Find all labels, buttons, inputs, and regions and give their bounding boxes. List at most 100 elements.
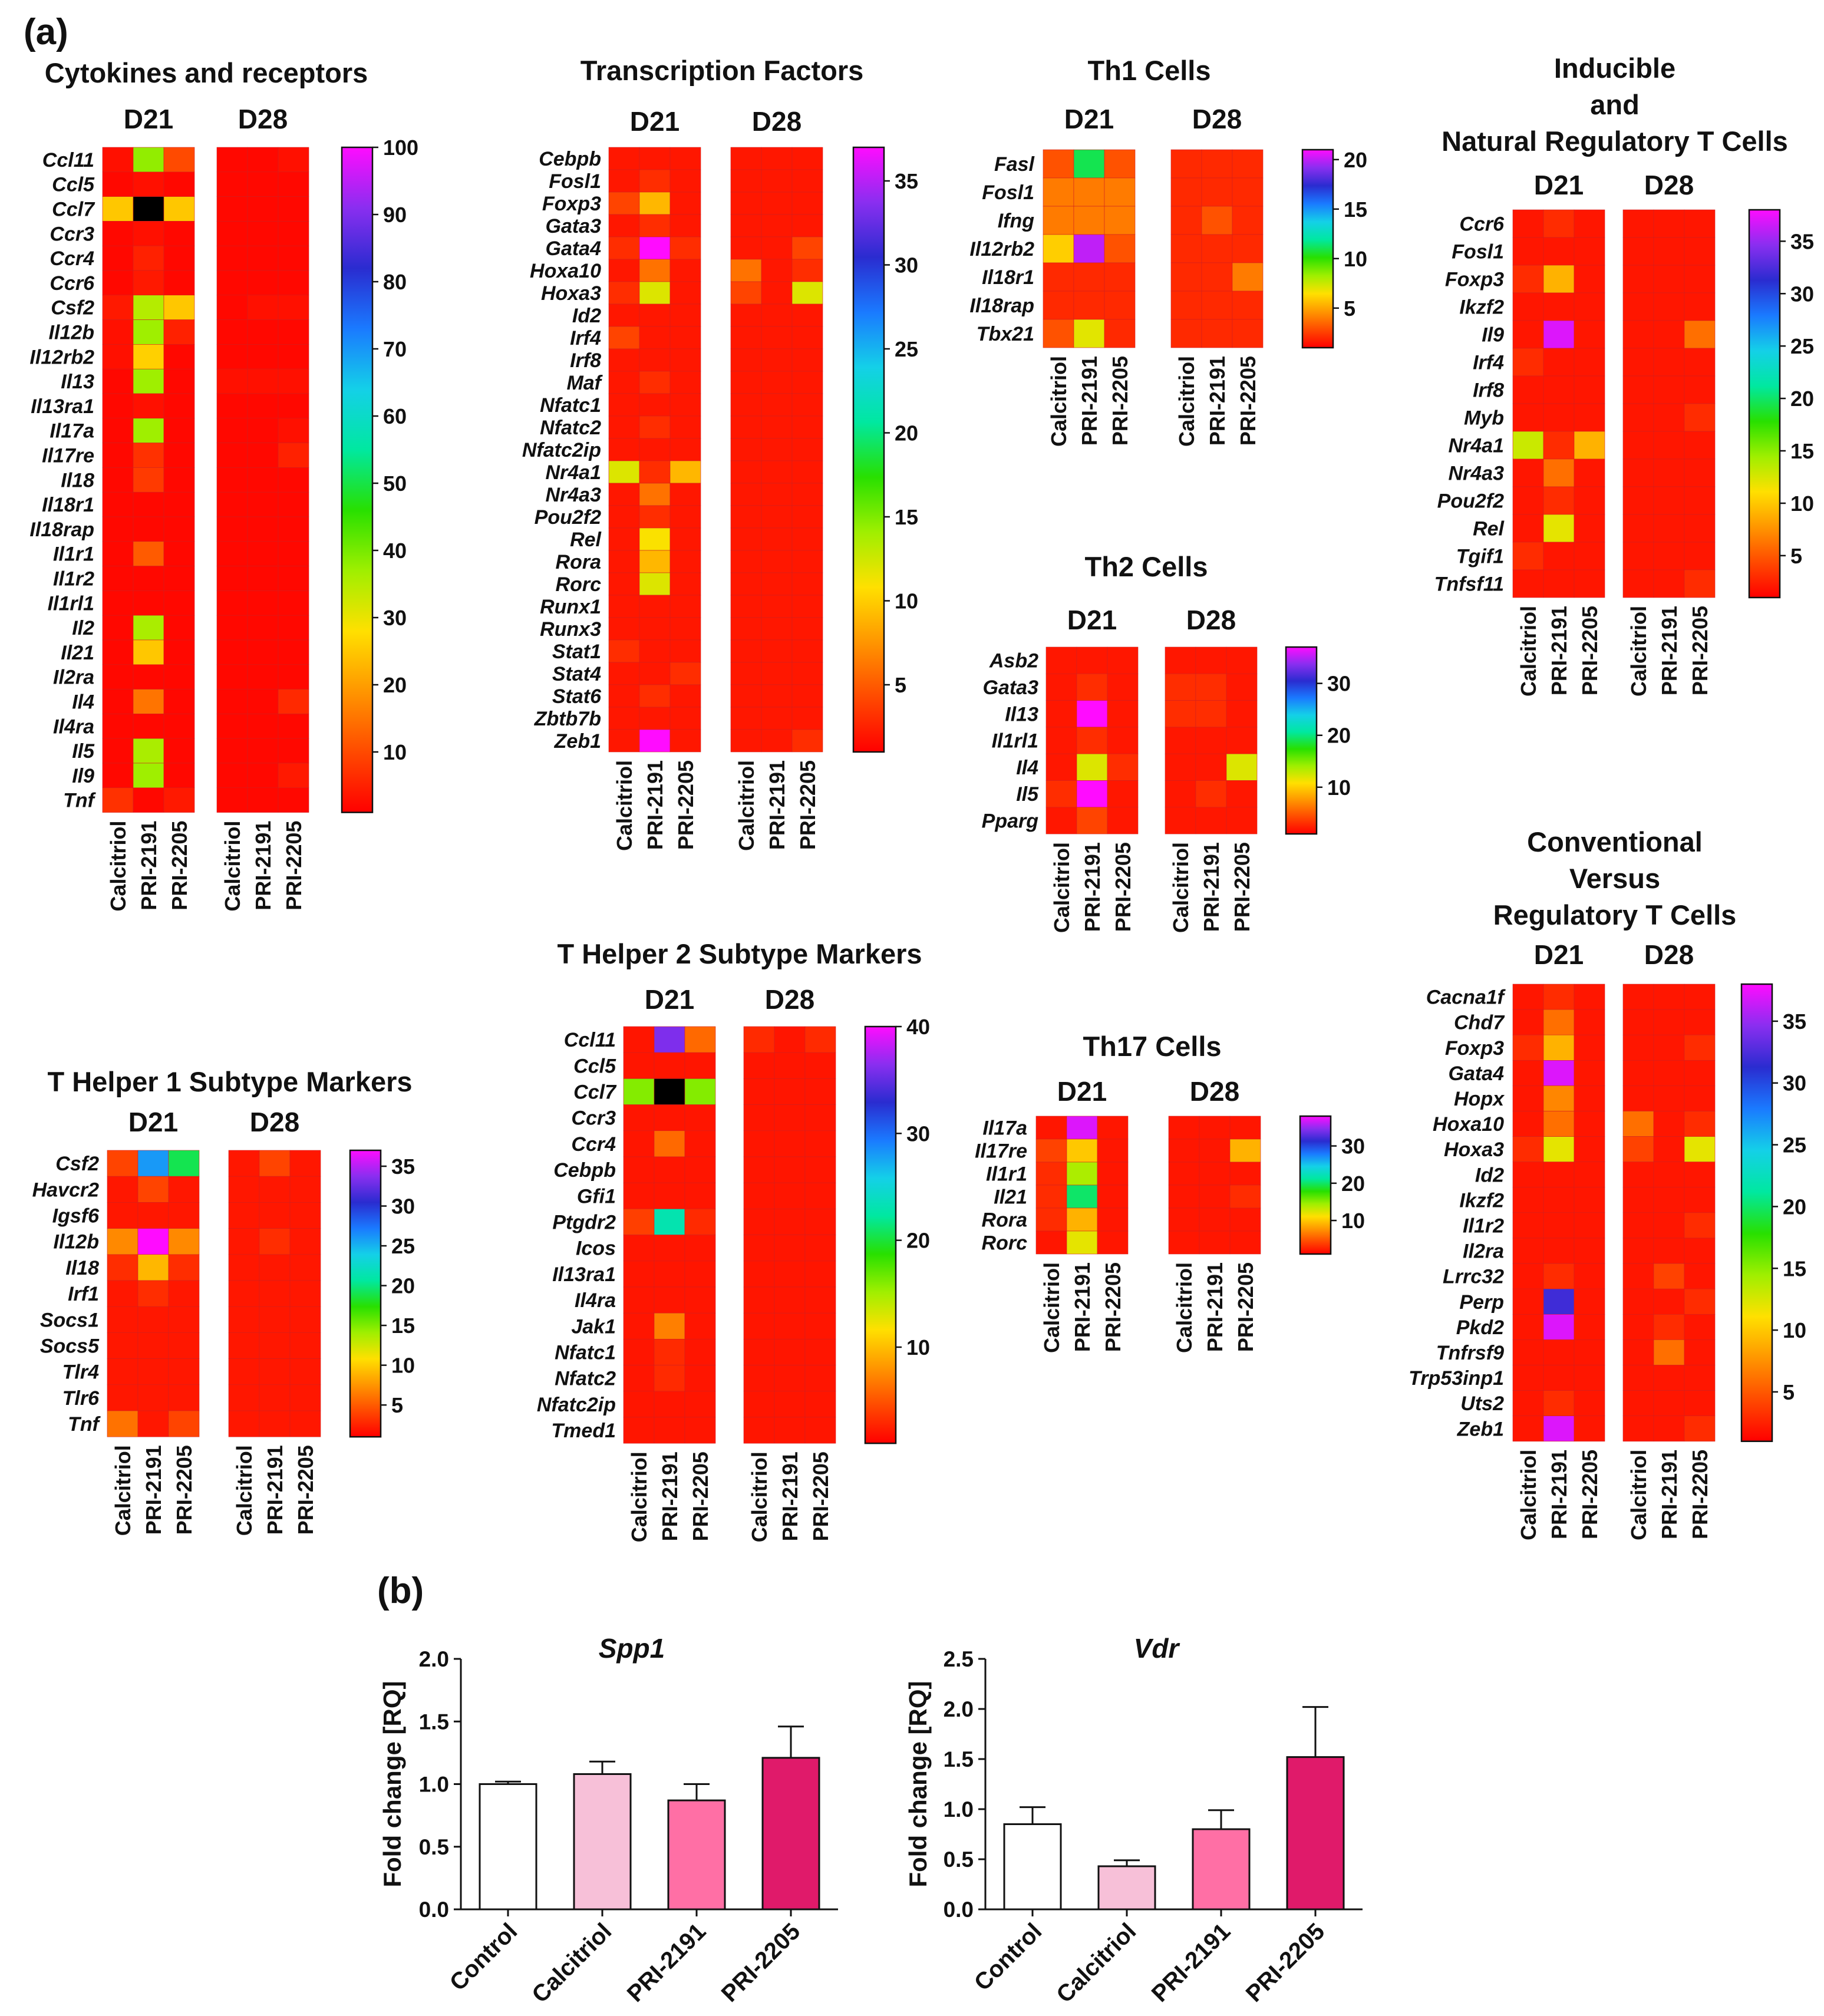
heatmap-cell: [623, 1026, 655, 1053]
heatmap-cell: [654, 1391, 685, 1418]
heatmap-cell: [1073, 234, 1105, 263]
gene-label: Il5: [1016, 783, 1039, 806]
panel-label-b: (b): [377, 1570, 424, 1611]
heatmap-cell: [216, 541, 248, 566]
heatmap-cell: [1512, 984, 1544, 1010]
heatmap-cell: [1195, 727, 1227, 754]
gene-label: Il18: [61, 469, 94, 491]
heatmap-cell: [1107, 646, 1139, 674]
heatmap-cell: [102, 541, 134, 566]
heatmap-cell: [761, 662, 793, 685]
heatmap-cell: [1653, 1390, 1685, 1417]
heatmap-cell: [1543, 1034, 1575, 1061]
heatmap-cell: [163, 443, 195, 468]
colorbar-tick-label: 80: [383, 270, 407, 294]
heatmap-cell: [259, 1150, 291, 1177]
gene-label: Il4ra: [53, 715, 94, 738]
heatmap-cell: [743, 1104, 775, 1131]
condition-label: PRI-2205: [1578, 1450, 1602, 1539]
heatmap-cell: [1622, 1162, 1654, 1188]
heatmap-4-day-label: D28: [1186, 605, 1236, 635]
heatmap-cell: [1512, 1263, 1544, 1289]
heatmap-cell: [216, 763, 248, 788]
heatmap-cell: [133, 368, 164, 394]
heatmap-cell: [639, 662, 671, 685]
gene-label: Fosl1: [1452, 241, 1504, 263]
heatmap-3-day-label: D21: [1534, 170, 1584, 200]
colorbar-tick-label: 35: [1783, 1009, 1806, 1034]
heatmap-cell: [669, 348, 701, 372]
colorbar: [852, 146, 885, 753]
heatmap-cell: [1232, 177, 1264, 207]
heatmap-cell: [216, 615, 248, 641]
heatmap-cell: [1653, 1339, 1685, 1365]
heatmap-cell: [1035, 1207, 1067, 1232]
gene-label: Csf2: [51, 297, 94, 319]
heatmap-cell: [216, 147, 248, 173]
heatmap-cell: [639, 259, 671, 282]
heatmap-cell: [168, 1410, 200, 1437]
category-label: PRI-2205: [1241, 1918, 1330, 2007]
heatmap-cell: [163, 418, 195, 443]
heatmap-cell: [1684, 486, 1716, 515]
heatmap-cell: [216, 270, 248, 296]
colorbar-tick-label: 40: [906, 1015, 930, 1039]
heatmap-3: Inducible and Natural Regulatory T Cells D2…: [1434, 52, 1814, 697]
heatmap-cell: [1653, 486, 1685, 515]
heatmap-cell: [1653, 1365, 1685, 1391]
heatmap-cell: [639, 169, 671, 193]
condition-label: PRI-2205: [1578, 606, 1602, 695]
bar-charts: Spp1 0.0 0.5 1.0 1.5 2.0 Fold change [RQ] Contr…: [378, 1633, 1363, 2008]
gene-label: Icos: [576, 1238, 616, 1260]
condition-label: PRI-2205: [293, 1445, 318, 1535]
heatmap-cell: [761, 147, 793, 170]
heatmap-cell: [1653, 209, 1685, 238]
heatmap-cell: [168, 1150, 200, 1177]
heatmap-cell: [791, 147, 823, 170]
heatmap-cell: [1543, 569, 1575, 598]
heatmap-cell: [761, 572, 793, 596]
heatmap-cell: [133, 221, 164, 246]
colorbar-tick-label: 15: [391, 1314, 415, 1338]
heatmap-cell: [216, 590, 248, 616]
colorbar-tick-label: 35: [1790, 229, 1814, 253]
heatmap-cell: [730, 259, 762, 282]
heatmap-cell: [1512, 265, 1544, 293]
heatmap-cell: [133, 418, 164, 443]
heatmap-cell: [730, 707, 762, 730]
heatmap-cell: [1229, 1162, 1261, 1186]
colorbar-tick-label: 10: [391, 1354, 415, 1378]
heatmap-cell: [669, 617, 701, 641]
heatmap-cell: [1073, 319, 1105, 348]
heatmap-cell: [1512, 292, 1544, 321]
heatmap-cell: [137, 1150, 169, 1177]
heatmap-cell: [1684, 1390, 1716, 1417]
heatmap-cell: [247, 689, 279, 714]
heatmap-cell: [791, 438, 823, 461]
heatmap-cell: [1543, 1085, 1575, 1111]
heatmap-cell: [259, 1176, 291, 1203]
heatmap-cell: [1684, 1111, 1716, 1137]
heatmap-cell: [289, 1150, 321, 1177]
heatmap-cell: [639, 483, 671, 506]
heatmap-cell: [278, 418, 309, 443]
heatmap-cell: [1232, 234, 1264, 263]
heatmap-cell: [1165, 780, 1196, 808]
heatmap-8: Th17 Cells D21 D28 Il17aIl17reIl1r1Il21Rora…: [975, 1031, 1365, 1353]
heatmap-cell: [654, 1182, 685, 1209]
condition-label: PRI-2191: [141, 1445, 166, 1535]
heatmap-cell: [1574, 320, 1605, 349]
heatmap-cell: [1574, 486, 1605, 515]
heatmap-cell: [1199, 1116, 1231, 1140]
heatmap-cell: [1229, 1139, 1261, 1163]
colorbar-tick-label: 5: [1790, 544, 1802, 568]
heatmap-cell: [133, 319, 164, 345]
gene-label: Nfatc1: [555, 1342, 616, 1364]
heatmap-cell: [1574, 1314, 1605, 1340]
heatmap-cell: [1512, 431, 1544, 460]
heatmap-cell: [791, 371, 823, 394]
heatmap-cell: [804, 1130, 836, 1157]
heatmap-5-day-label: D21: [1534, 939, 1584, 970]
heatmap-cell: [278, 245, 309, 271]
heatmap-cell: [669, 527, 701, 551]
